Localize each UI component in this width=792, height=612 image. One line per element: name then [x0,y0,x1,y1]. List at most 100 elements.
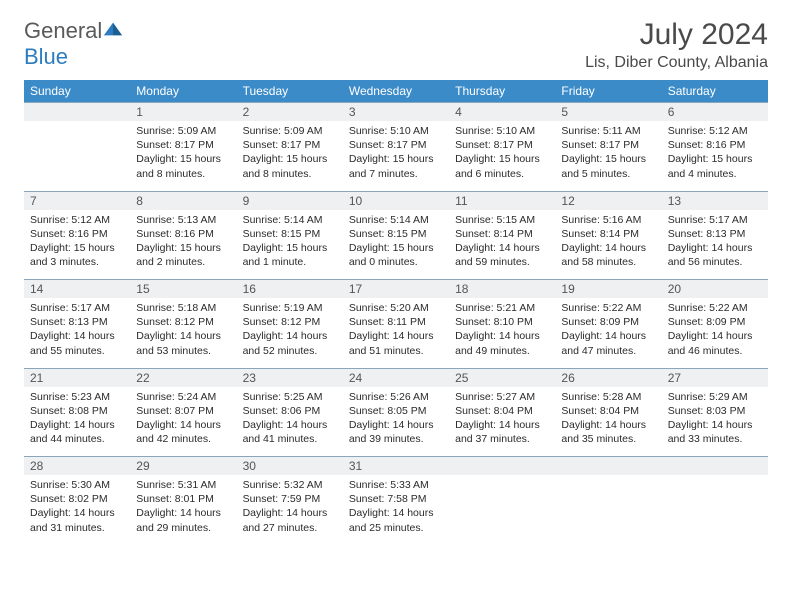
day-number: 31 [343,457,449,475]
daylight-text: Daylight: 14 hours and 39 minutes. [349,418,443,446]
daynum-cell: 4 [449,103,555,122]
day-cell: Sunrise: 5:11 AMSunset: 8:17 PMDaylight:… [555,121,661,191]
day-cell: Sunrise: 5:13 AMSunset: 8:16 PMDaylight:… [130,210,236,280]
sunrise-text: Sunrise: 5:13 AM [136,213,230,227]
sunset-text: Sunset: 8:03 PM [668,404,762,418]
day-cell: Sunrise: 5:22 AMSunset: 8:09 PMDaylight:… [555,298,661,368]
day-number: 28 [24,457,130,475]
daynum-cell [449,457,555,476]
sunset-text: Sunset: 8:04 PM [455,404,549,418]
day-number: 9 [237,192,343,210]
daynum-cell: 29 [130,457,236,476]
day-cell: Sunrise: 5:14 AMSunset: 8:15 PMDaylight:… [237,210,343,280]
daynum-cell: 24 [343,368,449,387]
daylight-text: Daylight: 15 hours and 5 minutes. [561,152,655,180]
daynum-row: 28293031 [24,457,768,476]
day-cell: Sunrise: 5:26 AMSunset: 8:05 PMDaylight:… [343,387,449,457]
day-cell: Sunrise: 5:32 AMSunset: 7:59 PMDaylight:… [237,475,343,545]
day-header: Friday [555,80,661,103]
daylight-text: Daylight: 14 hours and 42 minutes. [136,418,230,446]
logo-icon [102,18,124,43]
daynum-cell: 7 [24,191,130,210]
day-number: 29 [130,457,236,475]
sunset-text: Sunset: 8:14 PM [455,227,549,241]
sunset-text: Sunset: 8:08 PM [30,404,124,418]
day-cell: Sunrise: 5:30 AMSunset: 8:02 PMDaylight:… [24,475,130,545]
day-cell: Sunrise: 5:21 AMSunset: 8:10 PMDaylight:… [449,298,555,368]
day-cell: Sunrise: 5:33 AMSunset: 7:58 PMDaylight:… [343,475,449,545]
sunrise-text: Sunrise: 5:12 AM [30,213,124,227]
sunrise-text: Sunrise: 5:27 AM [455,390,549,404]
sunset-text: Sunset: 8:06 PM [243,404,337,418]
sunrise-text: Sunrise: 5:16 AM [561,213,655,227]
location-text: Lis, Diber County, Albania [585,54,768,72]
day-number: 2 [237,103,343,121]
day-cell: Sunrise: 5:14 AMSunset: 8:15 PMDaylight:… [343,210,449,280]
day-number: 13 [662,192,768,210]
daynum-cell: 15 [130,280,236,299]
logo: GeneralBlue [24,18,124,70]
sunset-text: Sunset: 7:59 PM [243,492,337,506]
day-content [449,475,555,484]
sunrise-text: Sunrise: 5:10 AM [349,124,443,138]
sunrise-text: Sunrise: 5:15 AM [455,213,549,227]
logo-text: GeneralBlue [24,18,124,70]
daynum-cell: 20 [662,280,768,299]
daynum-cell: 25 [449,368,555,387]
daynum-cell [662,457,768,476]
sunset-text: Sunset: 7:58 PM [349,492,443,506]
daynum-cell: 18 [449,280,555,299]
day-content: Sunrise: 5:30 AMSunset: 8:02 PMDaylight:… [24,475,130,541]
day-content [662,475,768,484]
day-number: 16 [237,280,343,298]
sunrise-text: Sunrise: 5:22 AM [561,301,655,315]
daynum-cell: 26 [555,368,661,387]
sunrise-text: Sunrise: 5:17 AM [30,301,124,315]
content-row: Sunrise: 5:09 AMSunset: 8:17 PMDaylight:… [24,121,768,191]
daylight-text: Daylight: 14 hours and 44 minutes. [30,418,124,446]
day-number: 17 [343,280,449,298]
day-number: 27 [662,369,768,387]
sunrise-text: Sunrise: 5:22 AM [668,301,762,315]
day-content: Sunrise: 5:22 AMSunset: 8:09 PMDaylight:… [555,298,661,364]
day-content: Sunrise: 5:12 AMSunset: 8:16 PMDaylight:… [24,210,130,276]
sunrise-text: Sunrise: 5:33 AM [349,478,443,492]
day-cell: Sunrise: 5:31 AMSunset: 8:01 PMDaylight:… [130,475,236,545]
day-cell [662,475,768,545]
sunrise-text: Sunrise: 5:23 AM [30,390,124,404]
content-row: Sunrise: 5:17 AMSunset: 8:13 PMDaylight:… [24,298,768,368]
day-content: Sunrise: 5:32 AMSunset: 7:59 PMDaylight:… [237,475,343,541]
day-cell: Sunrise: 5:28 AMSunset: 8:04 PMDaylight:… [555,387,661,457]
sunrise-text: Sunrise: 5:17 AM [668,213,762,227]
day-cell [555,475,661,545]
day-cell: Sunrise: 5:19 AMSunset: 8:12 PMDaylight:… [237,298,343,368]
day-number [24,103,130,107]
day-number: 21 [24,369,130,387]
day-number: 4 [449,103,555,121]
day-number: 22 [130,369,236,387]
daynum-cell: 21 [24,368,130,387]
daynum-cell: 16 [237,280,343,299]
sunset-text: Sunset: 8:12 PM [136,315,230,329]
daylight-text: Daylight: 14 hours and 29 minutes. [136,506,230,534]
sunset-text: Sunset: 8:02 PM [30,492,124,506]
daylight-text: Daylight: 14 hours and 27 minutes. [243,506,337,534]
daynum-cell [24,103,130,122]
daynum-cell: 10 [343,191,449,210]
daynum-cell: 30 [237,457,343,476]
daylight-text: Daylight: 14 hours and 49 minutes. [455,329,549,357]
daylight-text: Daylight: 14 hours and 25 minutes. [349,506,443,534]
day-cell: Sunrise: 5:15 AMSunset: 8:14 PMDaylight:… [449,210,555,280]
sunset-text: Sunset: 8:11 PM [349,315,443,329]
content-row: Sunrise: 5:23 AMSunset: 8:08 PMDaylight:… [24,387,768,457]
daylight-text: Daylight: 15 hours and 3 minutes. [30,241,124,269]
sunrise-text: Sunrise: 5:26 AM [349,390,443,404]
day-number: 3 [343,103,449,121]
day-cell: Sunrise: 5:24 AMSunset: 8:07 PMDaylight:… [130,387,236,457]
day-number: 1 [130,103,236,121]
day-cell: Sunrise: 5:16 AMSunset: 8:14 PMDaylight:… [555,210,661,280]
day-content: Sunrise: 5:16 AMSunset: 8:14 PMDaylight:… [555,210,661,276]
day-cell: Sunrise: 5:22 AMSunset: 8:09 PMDaylight:… [662,298,768,368]
day-content: Sunrise: 5:28 AMSunset: 8:04 PMDaylight:… [555,387,661,453]
daynum-cell: 28 [24,457,130,476]
